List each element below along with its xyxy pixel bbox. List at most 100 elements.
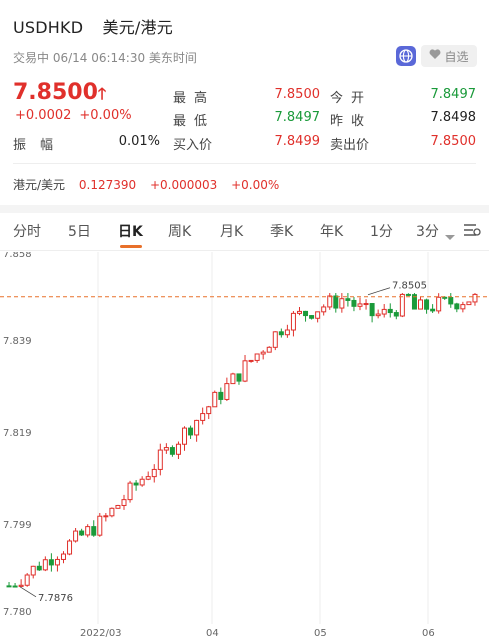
candle-body <box>224 383 230 400</box>
candle-body <box>272 331 278 348</box>
globe-icon[interactable] <box>396 46 416 66</box>
candle-body <box>30 565 36 576</box>
add-favorite-button[interactable]: 自选 <box>421 45 477 67</box>
instrument-title: USDHKD 美元/港元 <box>13 14 173 38</box>
y-tick-label: 7.819 <box>3 428 32 439</box>
tab-intraday[interactable]: 分时 <box>13 224 41 240</box>
stat-value-high: 7.8500 <box>274 87 321 102</box>
tab-yearly-k[interactable]: 年K <box>320 224 344 240</box>
candle-body <box>254 353 260 361</box>
candle-body <box>139 478 145 486</box>
tab-daily-k[interactable]: 日K <box>118 224 143 240</box>
candle-body <box>200 413 206 421</box>
candle-body <box>321 306 327 313</box>
tab-quarterly-k[interactable]: 季K <box>270 224 294 240</box>
stat-label-prev-close: 昨收 <box>330 114 373 129</box>
candle-body <box>18 584 24 587</box>
tab-1min[interactable]: 1分 <box>370 224 393 240</box>
high-marker-label: 7.8505 <box>392 281 427 292</box>
low-marker-line <box>19 586 37 598</box>
y-tick-label: 7.858 <box>3 252 32 260</box>
candle-body <box>91 526 97 536</box>
candle-body <box>303 310 309 317</box>
candle-body <box>436 296 442 312</box>
candle-body <box>194 419 200 436</box>
candle-body <box>54 558 60 566</box>
candle-body <box>357 303 363 307</box>
candle-body <box>188 427 194 436</box>
candle-body <box>85 526 91 536</box>
stat-label-bid: 买入价 <box>173 138 213 153</box>
tab-5day[interactable]: 5日 <box>68 224 91 240</box>
candle-body <box>109 507 115 517</box>
candle-body <box>442 296 448 299</box>
cross-rate: 港元/美元 0.127390 +0.000003 +0.00% <box>13 176 289 193</box>
candle-body <box>163 447 169 451</box>
candle-body <box>315 311 321 319</box>
tab-monthly-k[interactable]: 月K <box>220 224 244 240</box>
candle-body <box>230 373 236 385</box>
favorite-label: 自选 <box>444 49 469 64</box>
candle-body <box>6 585 12 588</box>
candle-body <box>284 329 290 336</box>
candle-body <box>260 351 266 355</box>
candle-body <box>411 294 417 310</box>
dropdown-arrow-icon[interactable] <box>445 235 455 240</box>
candle-body <box>381 308 387 315</box>
trading-status: 交易中 06/14 06:14:30 美东时间 <box>13 51 197 65</box>
candle-body <box>79 530 85 536</box>
candle-body <box>393 312 399 317</box>
section-separator <box>0 205 489 213</box>
high-marker-line <box>367 287 391 296</box>
candle-body <box>375 313 381 317</box>
candle-body <box>145 476 151 480</box>
candle-body <box>369 303 375 317</box>
candle-body <box>466 301 472 306</box>
candle-body <box>115 504 121 509</box>
stat-value-amplitude: 0.01% <box>118 134 160 149</box>
candle-body <box>327 295 333 308</box>
candle-body <box>67 540 73 555</box>
candle-body <box>24 574 30 586</box>
candle-body <box>278 331 284 336</box>
candle-body <box>242 360 248 382</box>
stat-value-prev-close: 7.8498 <box>430 110 477 125</box>
candle-body <box>296 310 302 314</box>
divider <box>13 163 476 164</box>
candle-body <box>351 299 357 307</box>
tabs-divider <box>0 250 489 251</box>
candle-body <box>387 308 393 314</box>
y-tick-label: 7.799 <box>3 520 32 531</box>
candle-body <box>169 447 175 455</box>
candle-body <box>175 443 181 455</box>
candle-body <box>290 312 296 331</box>
chart-settings-icon[interactable] <box>463 222 481 242</box>
candle-body <box>454 303 460 310</box>
cross-rate-change-pct: +0.00% <box>231 178 280 192</box>
stat-label-amplitude: 振幅 <box>13 138 68 153</box>
candle-body <box>42 559 48 571</box>
candle-body <box>133 482 139 486</box>
stat-label-high: 最高 <box>173 91 216 106</box>
tab-weekly-k[interactable]: 周K <box>168 224 192 240</box>
candle-body <box>151 468 157 478</box>
candle-body <box>206 406 212 415</box>
candle-body <box>127 482 133 501</box>
tab-3min[interactable]: 3分 <box>416 224 439 240</box>
candle-body <box>121 499 127 506</box>
x-tick-label: 06 <box>422 628 435 639</box>
candle-body <box>212 391 218 408</box>
candle-body <box>418 299 424 310</box>
candle-body <box>405 293 411 296</box>
stat-value-bid: 7.8499 <box>274 134 321 149</box>
candlestick-chart[interactable]: 7.858 7.839 7.819 7.799 7.780 2022/03 04 05 06 7.… <box>0 252 489 639</box>
candle-body <box>36 565 42 571</box>
low-marker-label: 7.7876 <box>38 593 73 604</box>
candle-body <box>430 308 436 312</box>
x-tick-label: 05 <box>314 628 327 639</box>
stat-label-ask: 卖出价 <box>330 138 370 153</box>
candle-body <box>48 559 54 566</box>
symbol: USDHKD <box>13 18 84 37</box>
change-value: +0.0002 <box>15 108 72 123</box>
candle-body <box>363 303 369 306</box>
